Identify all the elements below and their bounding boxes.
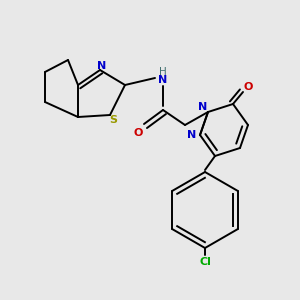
Text: O: O	[243, 82, 253, 92]
Text: Cl: Cl	[199, 257, 211, 267]
Text: N: N	[198, 102, 208, 112]
Text: N: N	[158, 75, 168, 85]
Text: N: N	[188, 130, 196, 140]
Text: O: O	[133, 128, 143, 138]
Text: N: N	[98, 61, 106, 71]
Text: S: S	[109, 115, 117, 125]
Text: H: H	[159, 67, 167, 77]
